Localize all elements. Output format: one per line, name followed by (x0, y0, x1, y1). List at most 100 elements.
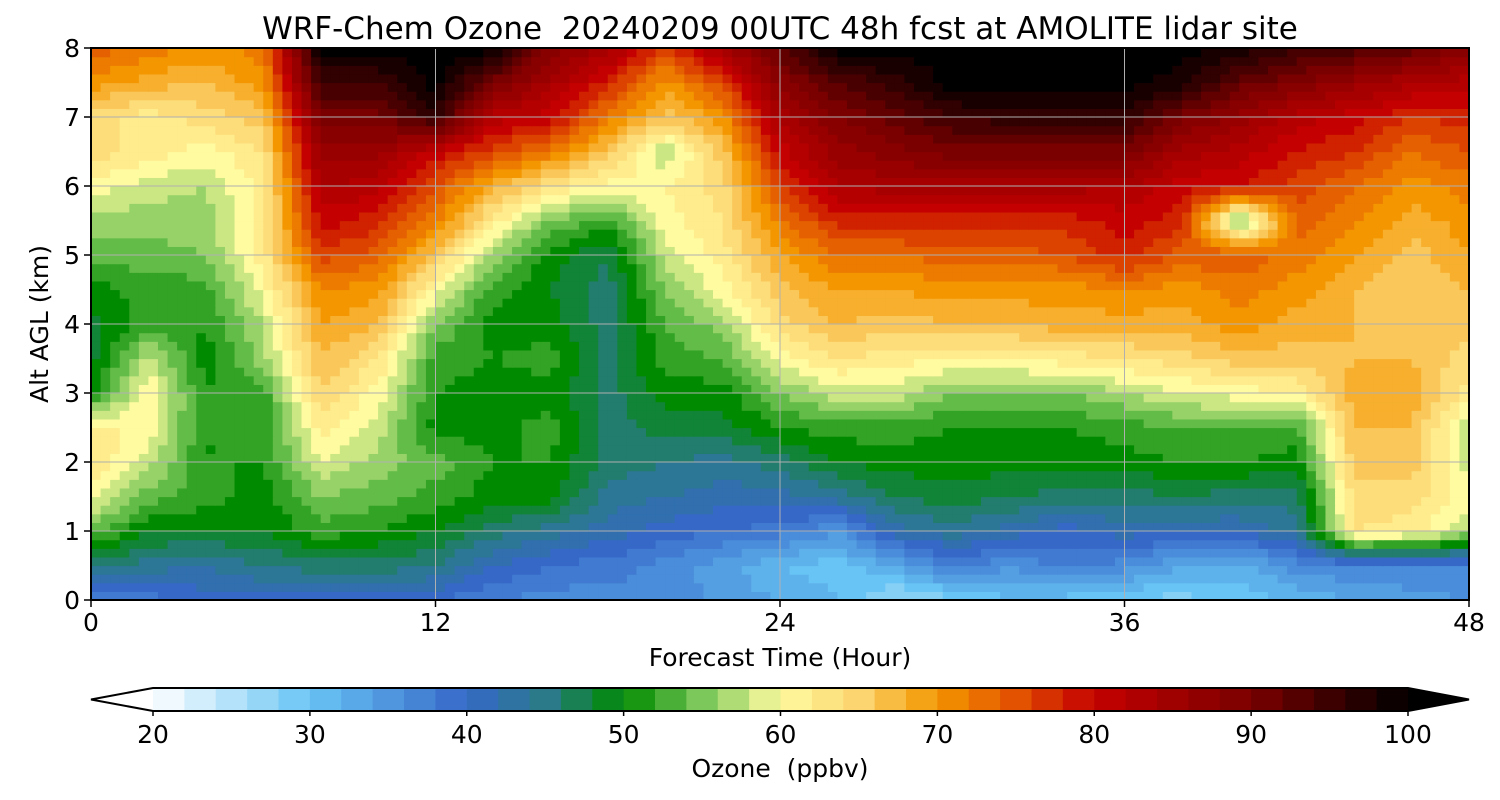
heatmap-cell (1315, 427, 1327, 437)
heatmap-cell (961, 548, 972, 558)
heatmap-cell (205, 393, 216, 403)
heatmap-cell (1315, 358, 1327, 368)
heatmap-cell (674, 367, 685, 377)
heatmap-cell (971, 582, 982, 592)
heatmap-cell (1134, 410, 1145, 420)
heatmap-cell (272, 384, 283, 394)
heatmap-cell (751, 410, 762, 420)
heatmap-cell (397, 539, 408, 549)
heatmap-cell (885, 358, 896, 368)
heatmap-cell (952, 496, 963, 506)
heatmap-cell (569, 591, 580, 600)
heatmap-cell (196, 349, 207, 360)
heatmap-cell (1191, 444, 1202, 454)
heatmap-cell (1449, 324, 1461, 334)
heatmap-cell (177, 591, 188, 600)
heatmap-cell (1411, 556, 1422, 567)
heatmap-cell (1335, 487, 1346, 498)
heatmap-cell (961, 298, 972, 308)
heatmap-cell (1258, 565, 1269, 575)
heatmap-cell (349, 591, 360, 600)
heatmap-cell (1459, 531, 1469, 541)
heatmap-cell (1325, 453, 1336, 463)
heatmap-cell (330, 418, 341, 429)
heatmap-cell (1248, 539, 1260, 549)
heatmap-cell (1354, 358, 1365, 368)
heatmap-cell (875, 565, 886, 575)
heatmap-cell (224, 479, 236, 489)
heatmap-cell (368, 444, 379, 454)
heatmap-cell (1325, 591, 1336, 600)
heatmap-cell (722, 470, 733, 480)
heatmap-cell (655, 444, 666, 454)
heatmap-cell (512, 298, 523, 308)
heatmap-cell (196, 453, 207, 463)
heatmap-cell (234, 306, 245, 316)
heatmap-cell (1000, 574, 1011, 584)
heatmap-cell (713, 565, 724, 575)
heatmap-cell (751, 436, 762, 446)
heatmap-cell (1239, 591, 1250, 600)
heatmap-cell (598, 410, 609, 420)
heatmap-cell (559, 384, 571, 394)
heatmap-cell (693, 332, 705, 342)
heatmap-cell (301, 462, 312, 472)
heatmap-cell (1057, 505, 1068, 515)
heatmap-cell (1344, 393, 1355, 403)
heatmap-cell (215, 496, 226, 506)
heatmap-cell (1296, 324, 1307, 334)
heatmap-cell (923, 436, 934, 446)
heatmap-cell (952, 556, 963, 567)
heatmap-cell (416, 444, 427, 454)
heatmap-cell (665, 548, 676, 558)
heatmap-cell (1354, 324, 1365, 334)
heatmap-cell (91, 306, 102, 316)
heatmap-cell (454, 418, 465, 429)
heatmap-cell (1067, 539, 1078, 549)
heatmap-cell (1134, 358, 1145, 368)
heatmap-cell (1210, 306, 1221, 316)
heatmap-cell (1172, 548, 1183, 558)
heatmap-cell (1095, 531, 1106, 541)
heatmap-cell (837, 548, 848, 558)
heatmap-cell (1268, 418, 1279, 429)
heatmap-cell (406, 513, 417, 523)
heatmap-cell (272, 375, 283, 385)
heatmap-cell (1220, 574, 1231, 584)
heatmap-cell (157, 306, 169, 316)
heatmap-cell (1363, 367, 1374, 377)
heatmap-cell (808, 375, 819, 385)
heatmap-cell (1449, 505, 1461, 515)
heatmap-cell (224, 556, 236, 567)
heatmap-cell (971, 410, 982, 420)
heatmap-cell (780, 582, 791, 592)
heatmap-cell (913, 427, 925, 437)
heatmap-cell (1421, 384, 1432, 394)
heatmap-cell (492, 367, 504, 377)
heatmap-cell (1038, 341, 1049, 351)
heatmap-cell (846, 332, 858, 342)
heatmap-cell (1344, 591, 1355, 600)
heatmap-cell (971, 513, 982, 523)
heatmap-cell (1392, 462, 1403, 472)
heatmap-cell (770, 479, 781, 489)
heatmap-cell (1000, 358, 1011, 368)
heatmap-cell (157, 444, 169, 454)
heatmap-cell (368, 539, 379, 549)
heatmap-cell (205, 513, 216, 523)
heatmap-cell (205, 582, 216, 592)
heatmap-cell (330, 306, 341, 316)
heatmap-cell (894, 582, 905, 592)
heatmap-cell (703, 591, 714, 600)
heatmap-cell (1440, 496, 1451, 506)
heatmap-cell (1201, 574, 1212, 584)
heatmap-cell (1000, 427, 1011, 437)
heatmap-cell (1114, 539, 1126, 549)
heatmap-cell (559, 505, 571, 515)
heatmap-cell (1402, 505, 1413, 515)
heatmap-cell (1038, 306, 1049, 316)
heatmap-cell (1009, 539, 1020, 549)
heatmap-cell (167, 358, 178, 368)
heatmap-cell (473, 496, 484, 506)
heatmap-cell (397, 332, 408, 342)
